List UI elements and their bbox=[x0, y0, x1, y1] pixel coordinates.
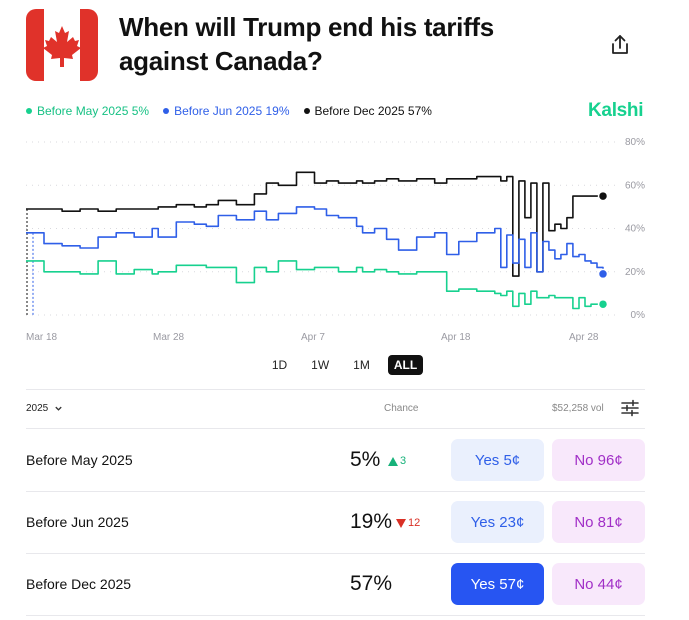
change-indicator-up: 3 bbox=[388, 455, 406, 467]
series-line-before-dec-2025 bbox=[26, 171, 603, 277]
y-tick-label: 40% bbox=[625, 224, 645, 235]
market-name: Before Dec 2025 bbox=[26, 576, 132, 592]
x-tick-label: Apr 7 bbox=[301, 332, 325, 343]
triangle-up-icon bbox=[388, 456, 398, 466]
y-tick-label: 0% bbox=[631, 310, 646, 321]
series-end-point-before-jun-2025 bbox=[597, 268, 609, 280]
year-filter-label: 2025 bbox=[26, 403, 49, 414]
change-value: 12 bbox=[408, 517, 421, 529]
market-row-may: Before May 2025 5% 3 Yes 5¢ No 96¢ bbox=[26, 429, 645, 491]
chevron-down-icon bbox=[55, 406, 62, 411]
series-end-point-before-may-2025 bbox=[597, 298, 609, 310]
market-row-jun: Before Jun 2025 19% 12 Yes 23¢ No 81¢ bbox=[26, 491, 645, 553]
legend-dot-may bbox=[26, 108, 32, 114]
x-tick-label: Mar 18 bbox=[26, 332, 58, 343]
filter-sliders-icon[interactable] bbox=[620, 398, 640, 418]
market-chance: 19% bbox=[350, 510, 393, 533]
range-button-all[interactable]: ALL bbox=[387, 355, 424, 375]
price-chart: 80% 60% 40% 20% 0% Mar 18 Mar 28 Apr 7 Apr 18 Apr… bbox=[26, 137, 646, 343]
volume-label: $52,258 vol bbox=[552, 403, 604, 414]
legend-item-dec: Before Dec 2025 57% bbox=[303, 104, 432, 118]
yes-button[interactable]: Yes 57¢ bbox=[451, 563, 544, 605]
no-button[interactable]: No 96¢ bbox=[552, 439, 645, 481]
legend-label-jun: Before Jun 2025 19% bbox=[174, 104, 290, 118]
y-tick-label: 20% bbox=[625, 267, 645, 278]
yes-button[interactable]: Yes 23¢ bbox=[451, 501, 544, 543]
table-header: 2025 Chance $52,258 vol bbox=[26, 398, 645, 420]
legend-item-may: Before May 2025 5% bbox=[26, 104, 149, 118]
change-indicator-down: 12 bbox=[396, 517, 420, 529]
market-chance: 57% bbox=[350, 572, 393, 595]
y-tick-label: 60% bbox=[625, 180, 645, 191]
year-filter-dropdown[interactable]: 2025 bbox=[26, 403, 63, 414]
series-line-before-jun-2025 bbox=[26, 206, 604, 274]
divider bbox=[26, 428, 645, 429]
x-tick-label: Apr 18 bbox=[441, 332, 471, 343]
divider bbox=[26, 553, 645, 554]
legend-item-jun: Before Jun 2025 19% bbox=[163, 104, 290, 118]
share-icon[interactable] bbox=[608, 33, 632, 57]
range-button-1d[interactable]: 1D bbox=[266, 355, 293, 375]
time-range-selector: 1D 1W 1M ALL bbox=[0, 355, 689, 375]
yes-button[interactable]: Yes 5¢ bbox=[451, 439, 544, 481]
market-name: Before May 2025 bbox=[26, 452, 133, 468]
kalshi-logo: Kalshi bbox=[588, 100, 644, 121]
divider bbox=[26, 491, 645, 492]
no-button[interactable]: No 81¢ bbox=[552, 501, 645, 543]
series-end-point-before-dec-2025 bbox=[597, 190, 609, 202]
x-tick-label: Apr 28 bbox=[569, 332, 599, 343]
y-tick-label: 80% bbox=[625, 137, 645, 148]
page-title: When will Trump end his tariffs against … bbox=[119, 12, 494, 76]
chance-column-header: Chance bbox=[384, 403, 419, 414]
range-button-1m[interactable]: 1M bbox=[347, 355, 376, 375]
legend-dot-dec bbox=[303, 108, 310, 114]
no-button[interactable]: No 44¢ bbox=[552, 563, 645, 605]
range-button-1w[interactable]: 1W bbox=[305, 355, 335, 375]
triangle-down-icon bbox=[396, 518, 406, 528]
series-line-before-may-2025 bbox=[26, 260, 603, 310]
legend-label-dec: Before Dec 2025 57% bbox=[314, 104, 432, 118]
divider bbox=[26, 389, 645, 390]
legend-dot-jun bbox=[163, 108, 170, 114]
legend-label-may: Before May 2025 5% bbox=[37, 104, 150, 118]
x-tick-label: Mar 28 bbox=[153, 332, 185, 343]
market-name: Before Jun 2025 bbox=[26, 514, 129, 530]
canada-flag-icon bbox=[26, 9, 98, 81]
change-value: 3 bbox=[400, 455, 407, 467]
market-row-dec: Before Dec 2025 57% Yes 57¢ No 44¢ bbox=[26, 553, 645, 615]
market-chance: 5% bbox=[350, 448, 381, 471]
divider bbox=[26, 615, 645, 616]
chart-legend: Before May 2025 5% Before Jun 2025 19% B… bbox=[26, 104, 432, 118]
